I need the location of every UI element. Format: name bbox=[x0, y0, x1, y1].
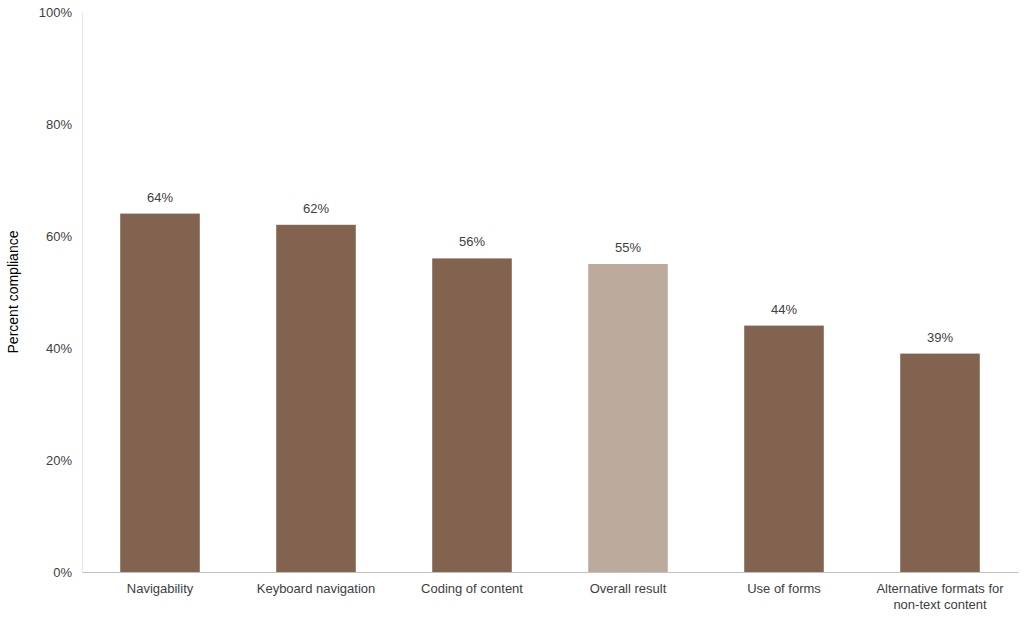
data-label: 44% bbox=[771, 302, 797, 317]
y-tick-label: 20% bbox=[46, 453, 72, 468]
y-tick: 100% bbox=[39, 5, 82, 20]
bar bbox=[744, 326, 824, 572]
y-axis-line bbox=[82, 13, 83, 573]
x-tick: Coding of content bbox=[421, 572, 523, 596]
data-label: 62% bbox=[303, 201, 329, 216]
y-tick: 20% bbox=[46, 453, 82, 468]
x-tick: Alternative formats fornon-text content bbox=[876, 572, 1004, 612]
x-tick-label: Overall result bbox=[590, 581, 667, 596]
data-label: 55% bbox=[615, 240, 641, 255]
y-axis: 0% 20% 40% 60% 80% 100% bbox=[39, 5, 83, 580]
y-tick: 0% bbox=[53, 565, 82, 580]
x-tick-label: Coding of content bbox=[421, 581, 523, 596]
y-tick-label: 60% bbox=[46, 229, 72, 244]
y-axis-title: Percent compliance bbox=[5, 230, 21, 353]
x-axis: Navigability Keyboard navigation Coding of… bbox=[83, 572, 1019, 612]
bar bbox=[588, 264, 668, 572]
x-tick-label: Alternative formats fornon-text content bbox=[876, 581, 1004, 612]
bar bbox=[120, 214, 200, 572]
x-tick: Overall result bbox=[590, 572, 667, 596]
data-labels: 64% 62% 56% 55% 44% 39% bbox=[147, 190, 953, 345]
data-label: 64% bbox=[147, 190, 173, 205]
bar bbox=[900, 354, 980, 572]
y-tick-label: 40% bbox=[46, 341, 72, 356]
y-tick: 40% bbox=[46, 341, 82, 356]
y-tick-label: 80% bbox=[46, 117, 72, 132]
x-tick: Use of forms bbox=[747, 572, 821, 596]
x-tick: Keyboard navigation bbox=[257, 572, 376, 596]
x-tick: Navigability bbox=[127, 572, 194, 596]
x-tick-label: Keyboard navigation bbox=[257, 581, 376, 596]
chart: 0% 20% 40% 60% 80% 100% Navigability Keyboard n… bbox=[0, 0, 1024, 628]
x-tick-label: Navigability bbox=[127, 581, 194, 596]
x-tick-label: Use of forms bbox=[747, 581, 821, 596]
y-tick: 60% bbox=[46, 229, 82, 244]
bar bbox=[432, 258, 512, 572]
data-label: 56% bbox=[459, 234, 485, 249]
x-axis-line bbox=[83, 572, 1019, 573]
y-tick-label: 0% bbox=[53, 565, 72, 580]
bars bbox=[120, 214, 980, 572]
y-tick: 80% bbox=[46, 117, 82, 132]
data-label: 39% bbox=[927, 330, 953, 345]
y-tick-label: 100% bbox=[39, 5, 73, 20]
bar bbox=[276, 225, 356, 572]
